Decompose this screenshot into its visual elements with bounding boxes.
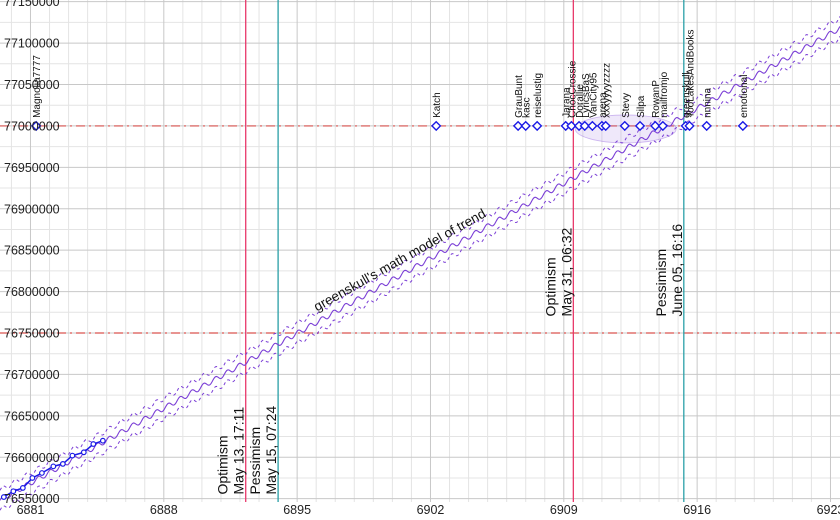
guess-label: mailfromjo [659,71,670,118]
y-tick-label: 76600000 [4,451,60,465]
guess-label: Dorallie [575,84,586,118]
x-tick-label: 6902 [417,503,445,517]
guess-marker [587,120,598,132]
trend-line [0,26,840,501]
guess-marker [737,120,749,132]
observed-point [90,441,97,447]
guess-marker [512,120,524,132]
target-lines [0,125,840,334]
guess-marker [566,120,577,132]
guess-marker [684,120,695,132]
guess-label: Silpa [636,95,647,118]
x-axis: 6881 6888 6895 6902 6909 6916 6923 [17,503,840,517]
y-tick-label: 77150000 [4,0,60,9]
guess-label: reiselustig [533,73,544,118]
trend-lower-bound [0,36,840,511]
guess-marker [431,120,442,132]
observed-point [10,488,17,495]
trend-label: greenskull's math model of trend [311,206,488,314]
prediction-lines [245,0,685,502]
prediction-label-kind: Pessimism [653,249,669,317]
guess-label: Stevy [621,93,632,118]
guess-marker [520,120,531,132]
x-tick-label: 6881 [17,503,45,517]
prediction-label-date: June 05, 16:16 [669,224,685,317]
guess-label: TooLakesAndBooks [686,30,697,118]
observed-point [59,460,66,467]
x-tick-label: 6895 [283,503,311,517]
guess-label: ChocCrossie [567,60,578,118]
y-tick-label: 76750000 [4,327,60,341]
observed-point [50,463,57,470]
observed-point [0,494,7,500]
prediction-label-date: May 31, 06:32 [558,228,574,317]
x-tick-label: 6888 [150,503,178,517]
x-tick-label: 6916 [683,503,711,517]
observed-point [19,485,26,491]
observed-point [69,452,76,459]
y-tick-label: 77100000 [4,37,60,51]
prediction-label-date: May 15, 07:24 [263,406,279,495]
guess-label: greenskull [682,72,693,118]
trend-upper-bound [0,16,840,491]
observed-point [29,475,36,481]
observed-points [0,437,106,500]
guess-marker [701,120,712,132]
guess-label: kasc [522,97,533,118]
y-tick-label: 76800000 [4,285,60,299]
y-axis: 76550000 76600000 76650000 76700000 76750000… [4,0,60,506]
guess-label: xxxyyyyzzzz [602,63,613,118]
prediction-label-kind: Pessimism [247,427,263,495]
guess-marker [650,120,661,132]
guess-marker [634,120,646,132]
guess-label: nnnina [703,87,714,117]
guess-marker [619,120,630,132]
guess-label: VanCity95 [588,72,599,118]
guess-label: LyricsBaS [581,73,592,118]
guess-label: RowanP [651,80,662,118]
guess-marker [579,120,590,132]
guess-marker [600,120,611,132]
guess-label: Jarana [562,87,573,118]
y-tick-label: 77000000 [4,119,60,133]
guess-label: arena [598,92,609,118]
y-tick-label: 76850000 [4,244,60,258]
y-tick-label: 76950000 [4,161,60,175]
x-tick-label: 6923 [817,503,840,517]
observed-point [99,437,106,444]
guess-marker [531,120,543,132]
guess-marker [31,120,42,132]
guess-label: Magnolia7777 [32,55,43,118]
x-tick-label: 6909 [550,503,578,517]
guess-label: Katch [432,92,443,118]
prediction-label-date: May 13, 17:11 [231,407,247,495]
observed-point [80,449,87,456]
prediction-label-kind: Optimism [542,257,558,316]
y-tick-label: 76700000 [4,368,60,382]
guess-label: emotional [739,75,750,118]
y-tick-label: 76900000 [4,202,60,216]
guess-label: GrauBunt [514,75,525,118]
observed-point [39,470,45,476]
y-tick-label: 76550000 [4,492,60,506]
y-tick-label: 76650000 [4,409,60,423]
prediction-labels: Optimism May 13, 17:11 Pessimism May 15, 07… [215,224,685,495]
prediction-label-kind: Optimism [215,435,231,494]
y-tick-label: 77050000 [4,78,60,92]
guess-marker [657,120,669,132]
